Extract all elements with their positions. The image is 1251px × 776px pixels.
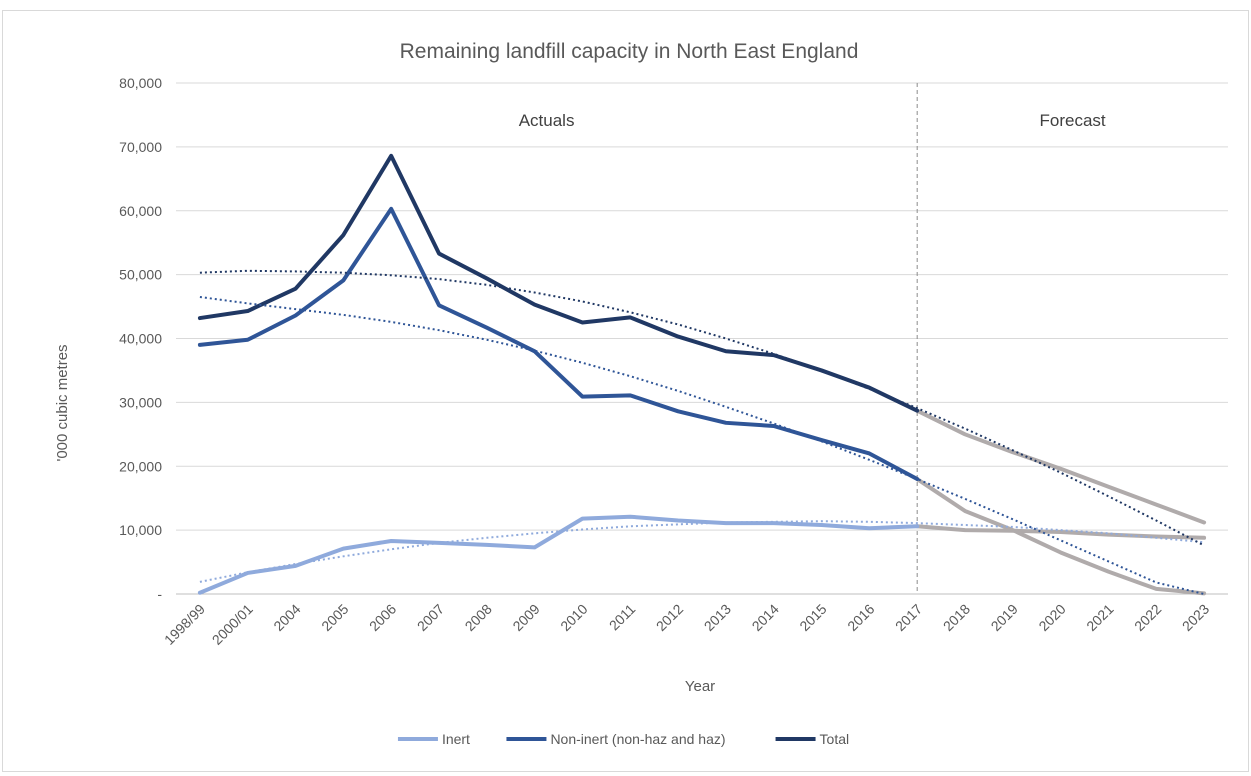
x-tick-label: 2013: [701, 601, 734, 634]
x-tick-label: 2007: [414, 601, 447, 634]
y-tick-label: 40,000: [119, 331, 162, 347]
y-tick-label: 20,000: [119, 458, 162, 474]
x-tick-label: 2020: [1035, 601, 1068, 634]
x-tick-label: 2018: [940, 601, 973, 634]
x-tick-label: 1998/99: [161, 601, 208, 648]
y-tick-label: 30,000: [119, 394, 162, 410]
y-tick-label: -: [157, 586, 162, 602]
series-line-inert: [197, 514, 920, 595]
gridlines: [176, 82, 1228, 595]
trendline-layer: [199, 269, 1205, 595]
series-line-non-inert-forecast: [915, 477, 1207, 596]
y-axis-ticks: - 10,000 20,000 30,000 40,000 50,000 60,000 70,…: [119, 75, 162, 602]
x-tick-label: 2008: [462, 601, 495, 634]
legend-label: Non-inert (non-haz and haz): [550, 731, 725, 747]
x-tick-label: 2010: [557, 601, 590, 634]
y-tick-label: 50,000: [119, 267, 162, 283]
y-tick-label: 10,000: [119, 522, 162, 538]
x-tick-label: 2022: [1131, 601, 1164, 634]
y-tick-label: 80,000: [119, 75, 162, 91]
legend-label: Inert: [442, 731, 470, 747]
legend-label: Total: [820, 731, 850, 747]
chart-title: Remaining landfill capacity in North Eas…: [400, 40, 859, 63]
series-line-total: [197, 153, 920, 413]
series-line-inert-forecast: [915, 524, 1207, 540]
y-axis-title: '000 cubic metres: [54, 344, 71, 461]
x-tick-label: 2021: [1083, 601, 1116, 634]
chart-frame: Remaining landfill capacity in North Eas…: [2, 10, 1249, 772]
x-tick-label: 2000/01: [209, 601, 256, 648]
series-line-total-forecast: [915, 408, 1207, 525]
x-tick-label: 2016: [844, 601, 877, 634]
x-tick-label: 2009: [509, 601, 542, 634]
region-label-actuals: Actuals: [519, 111, 575, 130]
trendline: [199, 520, 1205, 583]
x-tick-label: 2006: [366, 601, 399, 634]
series-line-non-inert: [197, 206, 920, 482]
x-tick-label: 2012: [653, 601, 686, 634]
chart-svg: Remaining landfill capacity in North Eas…: [54, 40, 1228, 747]
x-tick-label: 2019: [988, 601, 1021, 634]
x-axis-title: Year: [685, 678, 715, 695]
x-tick-label: 2017: [892, 601, 925, 634]
series-layer: [197, 153, 1207, 596]
x-tick-label: 2023: [1179, 601, 1212, 634]
x-tick-label: 2011: [606, 601, 639, 634]
y-tick-label: 70,000: [119, 139, 162, 155]
x-tick-label: 2005: [318, 601, 351, 634]
region-label-forecast: Forecast: [1040, 111, 1106, 130]
x-axis-ticks: 1998/99 2000/01 2004 2005 2006 2007 2008 2009 20…: [161, 601, 1212, 648]
trendline: [199, 269, 1205, 547]
x-tick-label: 2014: [749, 601, 782, 634]
x-tick-label: 2004: [270, 601, 303, 634]
y-tick-label: 60,000: [119, 203, 162, 219]
x-tick-label: 2015: [796, 601, 829, 634]
legend: Inert Non-inert (non-haz and haz) Total: [397, 731, 850, 747]
